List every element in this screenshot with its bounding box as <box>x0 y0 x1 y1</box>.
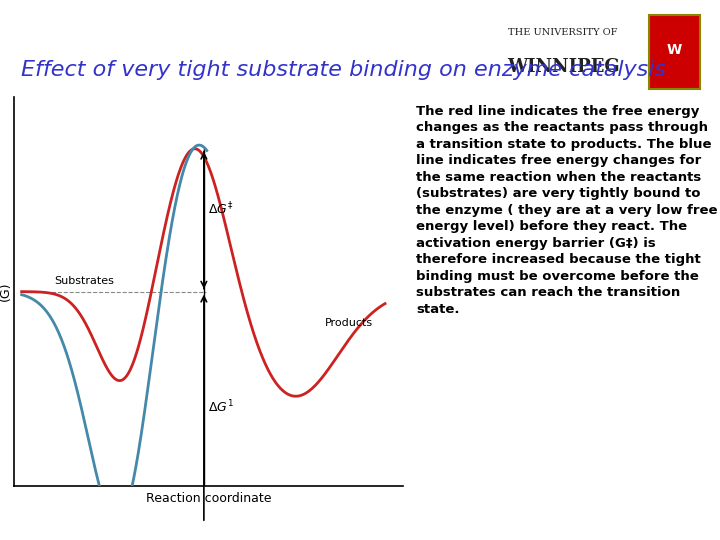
Text: W: W <box>667 43 682 57</box>
Bar <box>649 15 701 89</box>
Text: WINNIPEG: WINNIPEG <box>507 58 619 76</box>
Text: THE UNIVERSITY OF: THE UNIVERSITY OF <box>508 28 618 37</box>
X-axis label: Reaction coordinate: Reaction coordinate <box>146 491 271 504</box>
Text: $\Delta G^{\ddagger}$: $\Delta G^{\ddagger}$ <box>207 201 233 218</box>
Text: Products: Products <box>325 318 373 328</box>
Y-axis label: Free energy
(G): Free energy (G) <box>0 254 12 329</box>
Text: Effect of very tight substrate binding on enzyme catalysis: Effect of very tight substrate binding o… <box>22 60 666 80</box>
Text: Substrates: Substrates <box>55 276 114 286</box>
Text: The red line indicates the free energy changes as the reactants pass through a t: The red line indicates the free energy c… <box>416 105 718 316</box>
Text: $\Delta G^{1}$: $\Delta G^{1}$ <box>207 399 233 416</box>
